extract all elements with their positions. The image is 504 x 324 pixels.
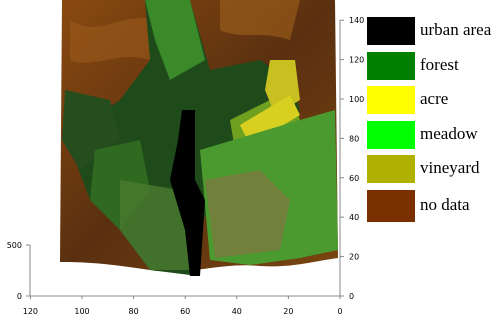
legend-label: forest bbox=[420, 55, 459, 74]
legend-swatch bbox=[367, 155, 415, 183]
x-tick-label: 80 bbox=[129, 307, 139, 316]
x-tick-label: 60 bbox=[180, 307, 190, 316]
legend-label: acre bbox=[420, 89, 448, 108]
legend-swatch bbox=[367, 121, 415, 149]
x-tick-label: 40 bbox=[232, 307, 242, 316]
legend-label: urban area bbox=[420, 20, 492, 39]
y-tick-label: 60 bbox=[349, 174, 359, 183]
legend-swatch bbox=[367, 52, 415, 80]
page: 1201008060402000204060801001201400500urb… bbox=[0, 0, 504, 324]
y-tick-label: 120 bbox=[349, 56, 364, 65]
x-tick-label: 0 bbox=[337, 307, 342, 316]
x-tick-label: 120 bbox=[23, 307, 38, 316]
y-tick-label: 100 bbox=[349, 95, 364, 104]
legend-swatch bbox=[367, 86, 415, 114]
legend-label: no data bbox=[420, 195, 470, 214]
x-tick-label: 100 bbox=[74, 307, 89, 316]
legend-label: meadow bbox=[420, 124, 478, 143]
y-tick-label: 0 bbox=[349, 292, 354, 301]
z-tick-label: 0 bbox=[17, 292, 22, 301]
terrain bbox=[60, 0, 338, 276]
y-tick-label: 80 bbox=[349, 134, 359, 143]
legend-swatch bbox=[367, 17, 415, 45]
y-tick-label: 20 bbox=[349, 253, 359, 262]
z-tick-label: 500 bbox=[7, 241, 22, 250]
x-tick-label: 20 bbox=[283, 307, 293, 316]
y-tick-label: 40 bbox=[349, 213, 359, 222]
legend-swatch bbox=[367, 190, 415, 222]
y-tick-label: 140 bbox=[349, 16, 364, 25]
legend-label: vineyard bbox=[420, 158, 480, 177]
